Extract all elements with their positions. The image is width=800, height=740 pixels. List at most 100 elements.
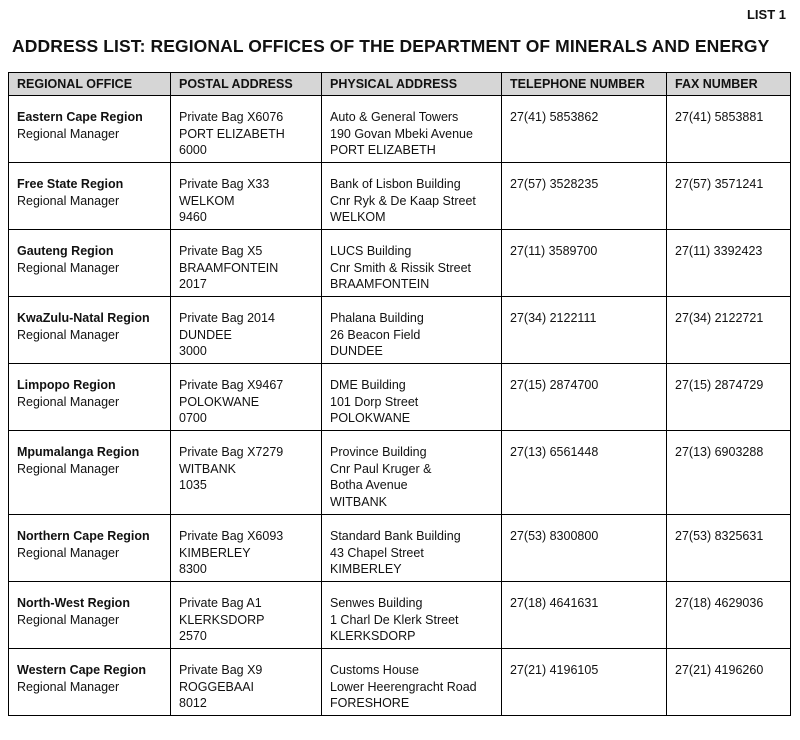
physical-line: Phalana Building [330,311,424,325]
table-header: REGIONAL OFFICE POSTAL ADDRESS PHYSICAL … [8,72,791,96]
fax-cell: 27(18) 4629036 [666,581,791,649]
header-physical-address: PHYSICAL ADDRESS [321,72,502,96]
document-title: ADDRESS LIST: REGIONAL OFFICES OF THE DE… [12,36,770,56]
postal-line: BRAAMFONTEIN [179,260,279,275]
postal-address-cell: Private Bag X5 BRAAMFONTEIN 2017 [170,229,322,297]
postal-line: KIMBERLEY [179,545,251,560]
fax-cell: 27(13) 6903288 [666,430,791,515]
postal-line: Private Bag X6076 [179,110,284,124]
physical-line: Province Building [330,445,427,459]
fax-cell: 27(15) 2874729 [666,363,791,431]
regional-office-cell: Mpumalanga Region Regional Manager [8,430,171,515]
physical-address-cell: Bank of Lisbon Building Cnr Ryk & De Kaa… [321,162,502,230]
physical-address-cell: Standard Bank Building 43 Chapel Street … [321,514,502,582]
physical-line: KLERKSDORP [330,629,416,643]
postal-line: 2017 [179,277,207,291]
regional-office-cell: North-West Region Regional Manager [8,581,171,649]
physical-address-cell: LUCS Building Cnr Smith & Rissik Street … [321,229,502,297]
physical-address-cell: Province Building Cnr Paul Kruger & Both… [321,430,502,515]
telephone-cell: 27(18) 4641631 [501,581,667,649]
header-fax-number: FAX NUMBER [666,72,791,96]
physical-line: Auto & General Towers [330,110,459,124]
postal-line: Private Bag X33 [179,177,270,191]
region-name: Eastern Cape Region [17,110,143,124]
header-regional-office: REGIONAL OFFICE [8,72,171,96]
physical-line: DME Building [330,378,406,392]
region-name: Gauteng Region [17,244,114,258]
physical-line: Senwes Building [330,596,423,610]
postal-line: 2570 [179,629,207,643]
postal-line: PORT ELIZABETH [179,126,285,141]
physical-address-cell: Senwes Building 1 Charl De Klerk Street … [321,581,502,649]
regional-office-cell: Eastern Cape Region Regional Manager [8,95,171,163]
postal-address-cell: Private Bag X9 ROGGEBAAI 8012 [170,648,322,716]
regional-office-cell: Northern Cape Region Regional Manager [8,514,171,582]
region-role: Regional Manager [17,612,120,627]
postal-line: 0700 [179,411,207,425]
postal-address-cell: Private Bag X6076 PORT ELIZABETH 6000 [170,95,322,163]
physical-line: Lower Heerengracht Road [330,679,477,694]
physical-line: Cnr Smith & Rissik Street [330,260,472,275]
postal-address-cell: Private Bag X33 WELKOM 9460 [170,162,322,230]
regional-office-cell: Western Cape Region Regional Manager [8,648,171,716]
regional-office-cell: KwaZulu-Natal Region Regional Manager [8,296,171,364]
table-row: Gauteng Region Regional Manager Private … [8,229,791,297]
postal-line: 3000 [179,344,207,358]
postal-line: POLOKWANE [179,394,260,409]
telephone-cell: 27(41) 5853862 [501,95,667,163]
table-row: Limpopo Region Regional Manager Private … [8,363,791,431]
postal-line: Private Bag X5 [179,244,263,258]
postal-address-cell: Private Bag X6093 KIMBERLEY 8300 [170,514,322,582]
table-row: Northern Cape Region Regional Manager Pr… [8,514,791,582]
postal-line: 6000 [179,143,207,157]
region-role: Regional Manager [17,394,120,409]
postal-line: Private Bag 2014 [179,311,275,325]
postal-line: 8012 [179,696,207,710]
physical-line: BRAAMFONTEIN [330,277,430,291]
table-row: Western Cape Region Regional Manager Pri… [8,648,791,716]
physical-line: 190 Govan Mbeki Avenue [330,126,473,141]
region-role: Regional Manager [17,193,120,208]
region-role: Regional Manager [17,679,120,694]
physical-line: 1 Charl De Klerk Street [330,612,459,627]
fax-cell: 27(21) 4196260 [666,648,791,716]
fax-cell: 27(11) 3392423 [666,229,791,297]
region-name: Free State Region [17,177,124,191]
postal-line: ROGGEBAAI [179,679,255,694]
physical-address-cell: DME Building 101 Dorp Street POLOKWANE [321,363,502,431]
region-role: Regional Manager [17,327,120,342]
postal-address-cell: Private Bag 2014 DUNDEE 3000 [170,296,322,364]
telephone-cell: 27(21) 4196105 [501,648,667,716]
postal-line: 1035 [179,478,207,492]
postal-line: 9460 [179,210,207,224]
region-name: Western Cape Region [17,663,146,677]
telephone-cell: 27(15) 2874700 [501,363,667,431]
postal-line: Private Bag X9 [179,663,263,677]
table-row: Eastern Cape Region Regional Manager Pri… [8,95,791,163]
telephone-cell: 27(34) 2122111 [501,296,667,364]
region-name: Northern Cape Region [17,529,150,543]
regional-office-cell: Free State Region Regional Manager [8,162,171,230]
postal-address-cell: Private Bag X9467 POLOKWANE 0700 [170,363,322,431]
region-name: Mpumalanga Region [17,445,140,459]
postal-line: KLERKSDORP [179,612,265,627]
table-row: KwaZulu-Natal Region Regional Manager Pr… [8,296,791,364]
fax-cell: 27(41) 5853881 [666,95,791,163]
header-postal-address: POSTAL ADDRESS [170,72,322,96]
postal-line: Private Bag X6093 [179,529,284,543]
postal-line: Private Bag X7279 [179,445,284,459]
table-row: North-West Region Regional Manager Priva… [8,581,791,649]
postal-line: WELKOM [179,193,235,208]
physical-line: KIMBERLEY [330,562,402,576]
physical-address-cell: Phalana Building 26 Beacon Field DUNDEE [321,296,502,364]
fax-cell: 27(34) 2122721 [666,296,791,364]
address-table: REGIONAL OFFICE POSTAL ADDRESS PHYSICAL … [8,72,791,716]
header-row: REGIONAL OFFICE POSTAL ADDRESS PHYSICAL … [8,72,791,96]
telephone-cell: 27(53) 8300800 [501,514,667,582]
region-role: Regional Manager [17,461,120,476]
telephone-cell: 27(13) 6561448 [501,430,667,515]
region-name: Limpopo Region [17,378,116,392]
telephone-cell: 27(11) 3589700 [501,229,667,297]
postal-line: Private Bag X9467 [179,378,284,392]
table-row: Free State Region Regional Manager Priva… [8,162,791,230]
